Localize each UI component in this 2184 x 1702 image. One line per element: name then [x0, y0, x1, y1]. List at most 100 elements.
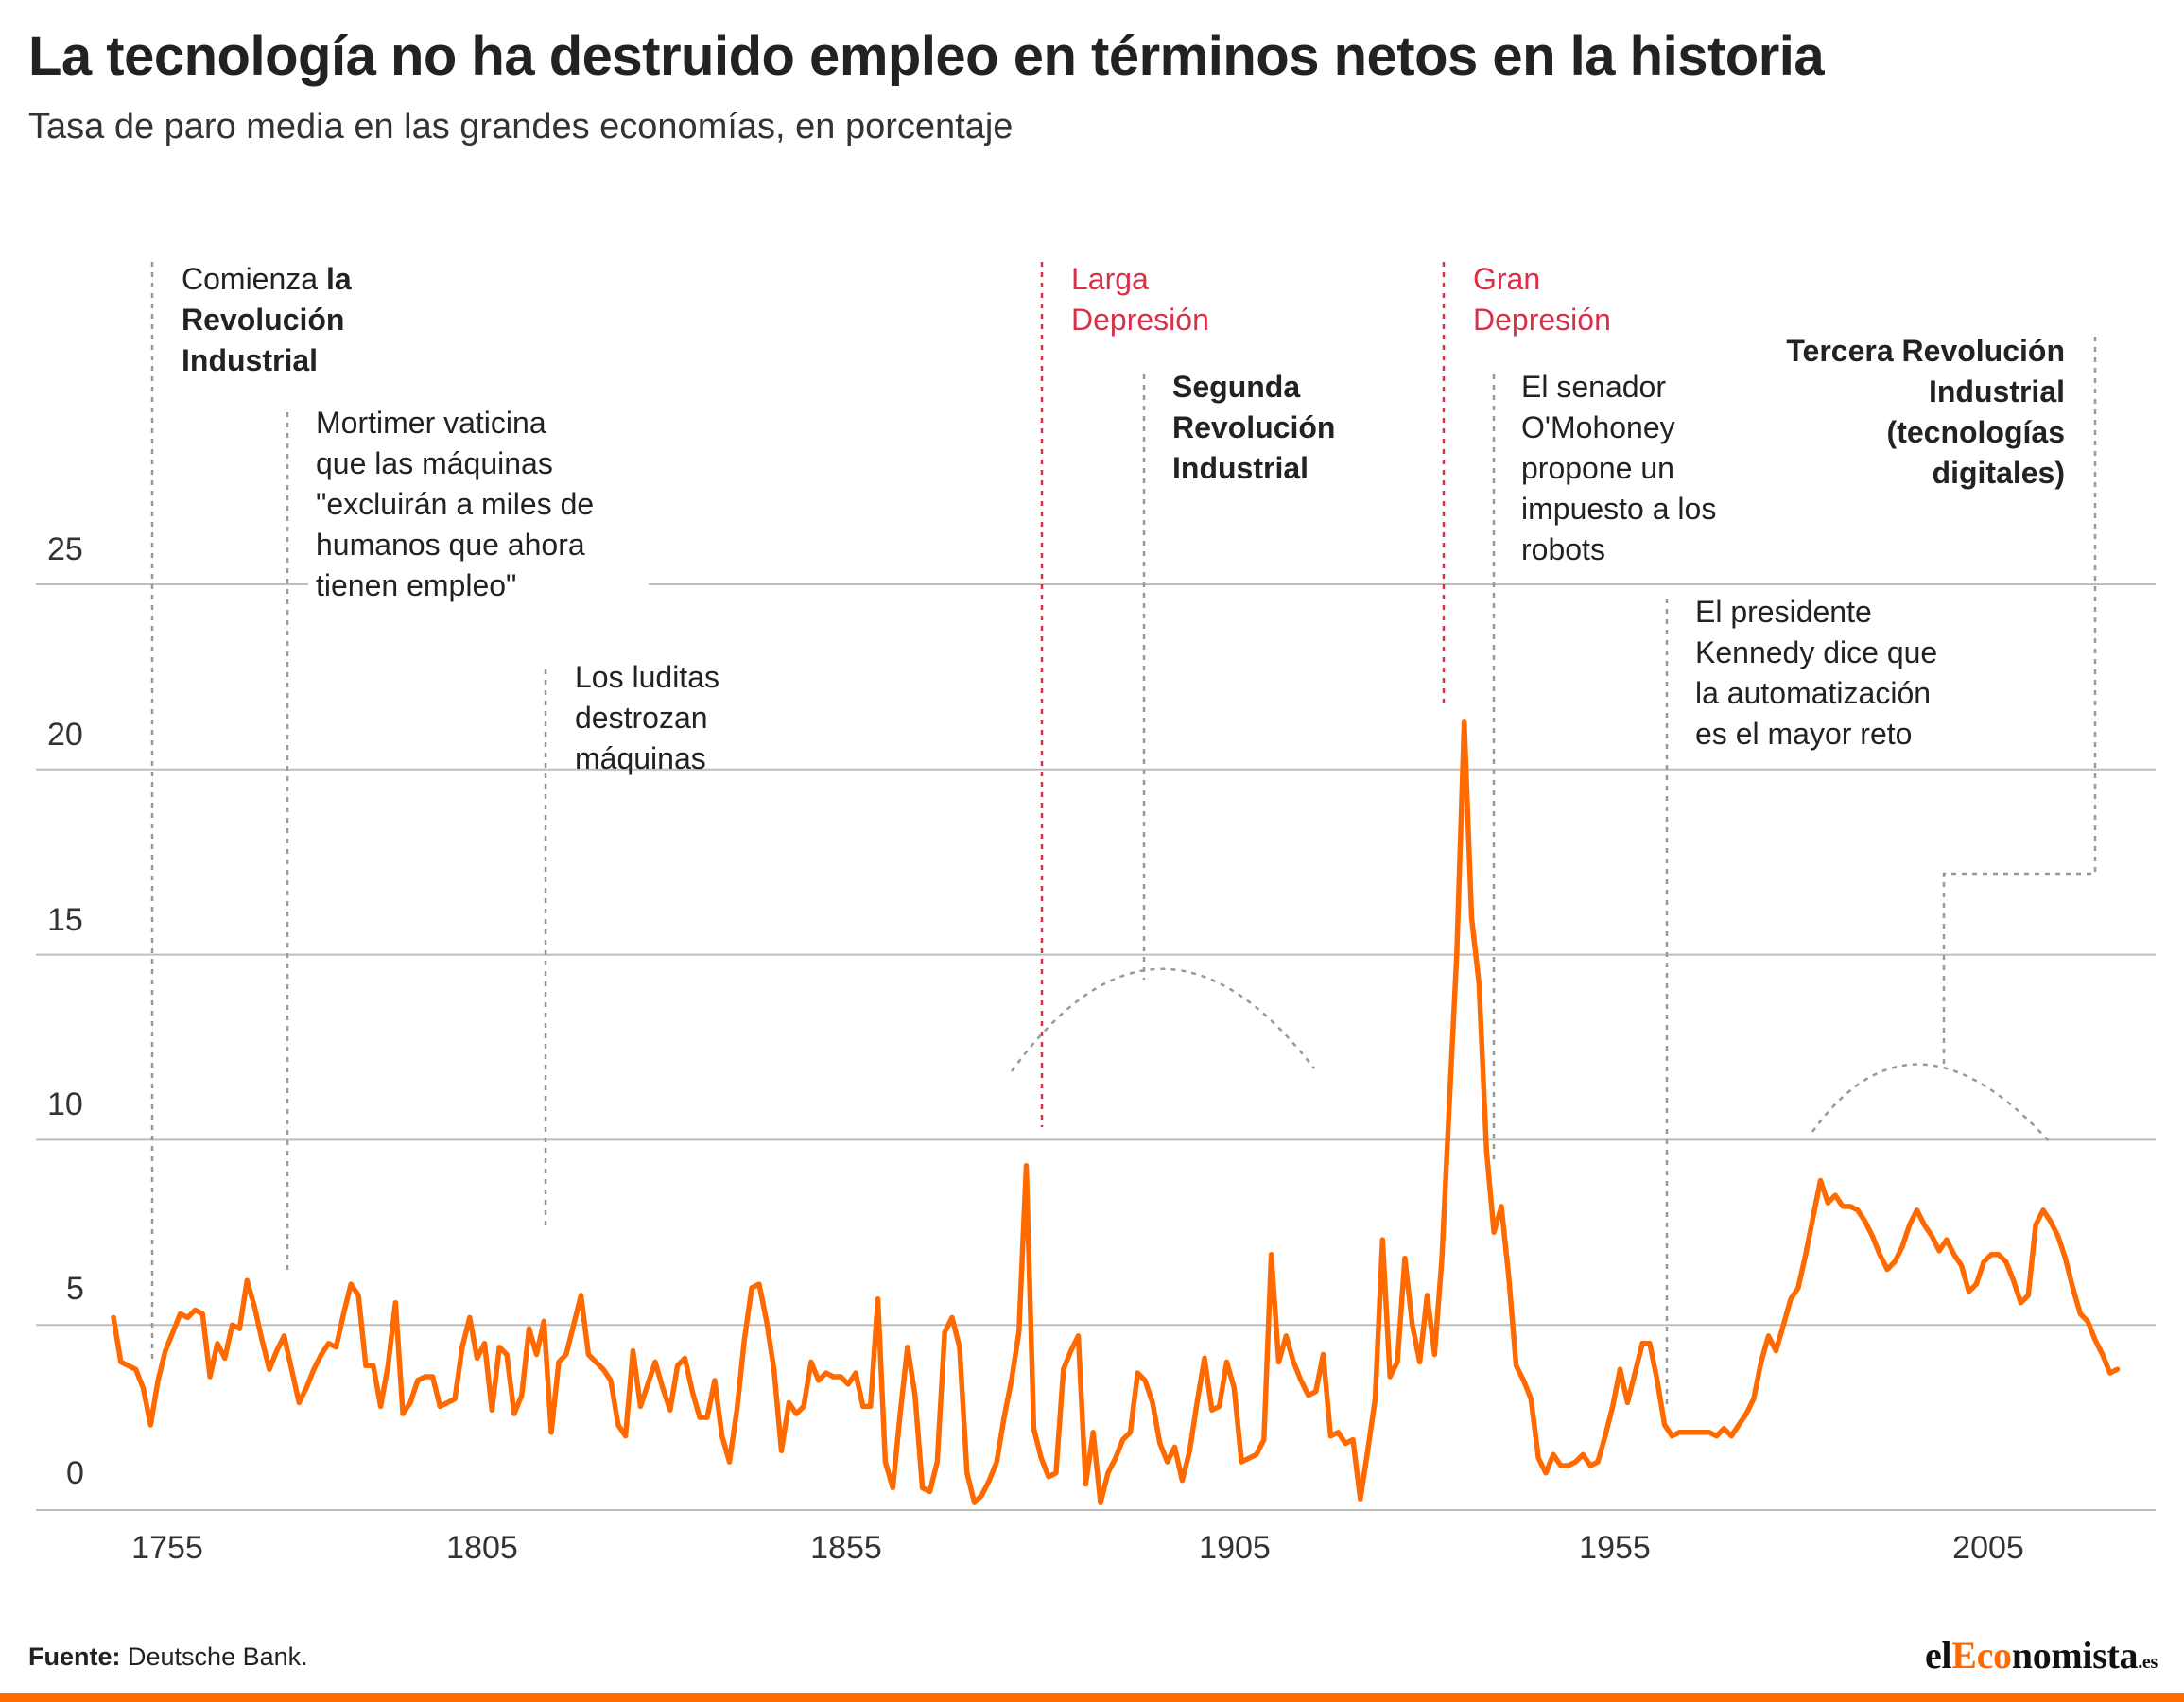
data-point [1982, 1260, 1985, 1264]
data-point [1559, 1464, 1563, 1468]
data-point [1106, 1471, 1110, 1475]
data-point [1885, 1268, 1889, 1271]
data-point [1492, 1230, 1496, 1234]
data-point [2026, 1294, 2030, 1297]
data-point [1411, 1323, 1414, 1327]
annotation-rev1: Comienza la Revolución Industrial [182, 262, 352, 377]
data-point [928, 1489, 931, 1493]
data-point [1270, 1253, 1274, 1257]
annotation-line: digitales) [1933, 456, 2065, 490]
data-point [275, 1349, 279, 1353]
data-point [1737, 1423, 1741, 1427]
annotation-line: Gran [1473, 262, 1540, 296]
data-point [1544, 1471, 1548, 1475]
data-point [268, 1367, 271, 1371]
data-point [1893, 1260, 1897, 1264]
data-point [943, 1330, 946, 1334]
data-point [1129, 1431, 1132, 1434]
data-point [831, 1375, 835, 1379]
data-point [1611, 1404, 1615, 1408]
data-point [1017, 1330, 1021, 1334]
data-point [1426, 1294, 1429, 1297]
data-point [549, 1431, 553, 1434]
data-point [2041, 1208, 2045, 1212]
data-point [1573, 1460, 1577, 1464]
data-point [1135, 1371, 1139, 1375]
data-point [1819, 1179, 1822, 1182]
data-point [1774, 1349, 1777, 1353]
data-point [2012, 1278, 2016, 1282]
guide-rev3 [1942, 337, 2097, 1067]
data-point [1974, 1282, 1978, 1286]
data-point [646, 1382, 650, 1386]
data-point [1187, 1449, 1191, 1452]
data-point [898, 1412, 902, 1415]
annotation-line: Revolución [1172, 410, 1335, 444]
chart-title: La tecnología no ha destruido empleo en … [28, 26, 1825, 87]
data-point [809, 1360, 813, 1363]
data-point [372, 1363, 375, 1367]
y-axis-ticks: 25 20 15 10 5 0 [47, 531, 84, 1491]
annotation-line: Tercera Revolución [1786, 334, 2065, 368]
data-point [601, 1367, 605, 1371]
data-point [1069, 1349, 1073, 1353]
data-point [364, 1363, 368, 1367]
data-point [661, 1386, 665, 1390]
brand-logo: elEconomista.es [1924, 1634, 2158, 1676]
data-point [690, 1390, 694, 1394]
data-point [260, 1338, 264, 1342]
data-point [1522, 1379, 1525, 1382]
data-point [580, 1294, 582, 1297]
data-point [705, 1415, 709, 1419]
data-point [476, 1356, 479, 1360]
data-point [1418, 1360, 1422, 1363]
data-point [987, 1479, 991, 1483]
data-point [668, 1408, 672, 1412]
data-point [676, 1363, 680, 1367]
annotation-line: (tecnologías [1887, 415, 2065, 449]
data-point [200, 1312, 204, 1315]
data-point [883, 1460, 887, 1464]
data-point [1328, 1434, 1332, 1438]
data-point [1255, 1452, 1258, 1456]
data-point [1655, 1379, 1659, 1382]
data-point [320, 1353, 323, 1356]
data-point [1166, 1460, 1170, 1464]
annotation-line: Industrial [1172, 451, 1309, 485]
y-tick-label: 25 [47, 531, 83, 567]
data-point [2116, 1367, 2119, 1371]
data-point [1848, 1205, 1852, 1208]
y-tick-label: 10 [47, 1086, 83, 1122]
annotation-line: destrozan [575, 701, 708, 735]
data-point [393, 1301, 397, 1305]
data-point [921, 1486, 925, 1489]
data-point [1114, 1456, 1118, 1460]
data-point [1010, 1379, 1014, 1382]
data-point [2056, 1234, 2060, 1238]
data-point [1277, 1360, 1280, 1363]
label-backdrop [308, 397, 649, 605]
data-point [728, 1460, 731, 1464]
data-point [431, 1375, 435, 1379]
data-point [1403, 1257, 1407, 1260]
data-point [208, 1375, 212, 1379]
annotation-line: máquinas [575, 741, 706, 775]
annotation-line: robots [1521, 532, 1605, 566]
data-point [1997, 1253, 2001, 1257]
annotation-rev2: Segunda Revolución Industrial [1172, 370, 1335, 485]
annotation-senador: El senador O'Mohoney propone un impuesto… [1521, 370, 1716, 566]
data-point [2019, 1301, 2022, 1305]
annotation-line: humanos que ahora [316, 528, 585, 562]
data-point [1314, 1390, 1318, 1394]
data-point [958, 1346, 962, 1349]
data-point [698, 1415, 702, 1419]
data-point [349, 1282, 353, 1286]
annotation-line: El presidente [1695, 595, 1872, 629]
y-tick-label: 5 [66, 1271, 84, 1307]
annotation-luditas: Los luditas destrozan máquinas [575, 660, 719, 775]
data-point [1484, 1149, 1488, 1153]
data-point [141, 1386, 145, 1390]
data-point [1633, 1371, 1637, 1375]
data-point [252, 1305, 256, 1309]
